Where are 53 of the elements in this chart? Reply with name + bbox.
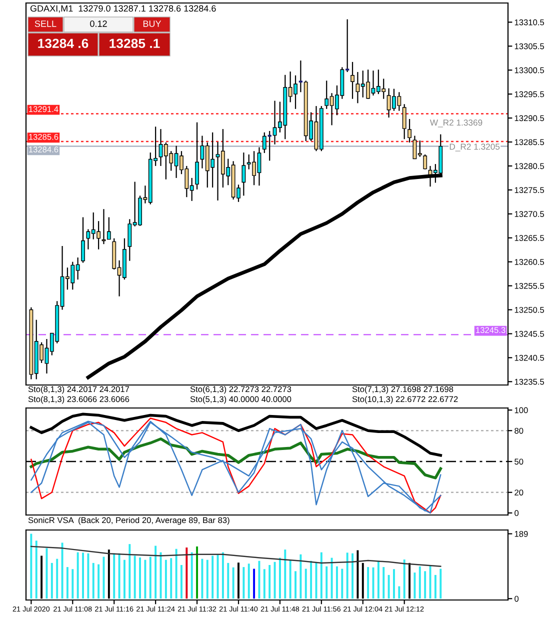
candlestick [408,118,412,144]
ref-line-label: 13245.3 [476,327,506,334]
y-tick-label: 80 [514,428,524,434]
y-tick-label: 13285.5 [514,139,544,146]
y-tick-label: 13235.5 [514,378,544,385]
line-series [30,412,442,457]
y-tick-label: 13310.5 [514,19,544,26]
ref-line-label: 13284.6 [29,146,58,152]
candlestick [195,122,199,190]
annotation: 13285 .1 [110,38,160,48]
y-tick-label: 13270.5 [514,211,544,217]
annotation: 13284 .6 [38,38,88,48]
chart-title: SonicR VSA (Back 20, Period 20, Average 89, Bar 83) [28,517,230,525]
y-tick-label: 13300.5 [514,67,544,74]
annotation: D_R2 1.3205 [450,144,500,152]
candlestick [423,154,428,170]
y-tick-label: 13260.5 [514,259,544,265]
y-tick-label: 13290.5 [514,115,544,122]
text: Sto(5,1,3) 40.0000 40.0000 [190,396,292,404]
y-tick-label: 13280.5 [514,163,544,170]
y-tick-label: 13275.5 [514,187,544,194]
annotation: SELL [34,20,56,27]
y-tick-label: 13295.5 [514,91,544,98]
text: Sto(8,1,3) 24.2017 24.2017 [28,386,130,394]
y-tick-label: 189 [514,530,528,537]
candlestick [81,216,85,264]
y-tick-label: 13240.5 [514,354,544,361]
annotation: 0.12 [90,20,107,27]
y-tick-label: 0 [514,596,519,602]
y-tick-label: 13245.5 [514,330,544,337]
chart-title: GDAXI,M1 13279.0 13287.1 13278.6 13284.6 [30,5,216,13]
text: Sto(10,1,3) 22.6772 22.6772 [352,396,458,404]
ref-line-label: 13285.6 [29,134,58,140]
y-tick-label: 50 [514,458,524,465]
y-tick-label: 20 [514,490,524,496]
annotation: W_R2 1.3369 [430,120,482,128]
y-tick-label: 13305.5 [514,43,544,50]
line-series [30,546,442,567]
y-tick-label: 13255.5 [514,282,544,289]
candlestick [350,61,354,100]
candlestick [402,104,406,140]
text: Sto(8,1,3) 23.6066 23.6066 [28,396,130,404]
y-tick-label: 0 [514,510,519,516]
y-tick-label: 13265.5 [514,235,544,241]
annotation: BUY [143,20,162,27]
y-tick-label: 13250.5 [514,306,544,313]
y-tick-label: 100 [514,407,528,414]
text: Sto(7,1,3) 27.1698 27.1698 [352,386,454,394]
text: Sto(6,1,3) 22.7273 22.7273 [190,386,292,394]
candlestick [242,152,246,196]
candlestick [106,216,111,240]
ref-line-label: 13291.4 [29,106,58,112]
candlestick [262,132,266,154]
